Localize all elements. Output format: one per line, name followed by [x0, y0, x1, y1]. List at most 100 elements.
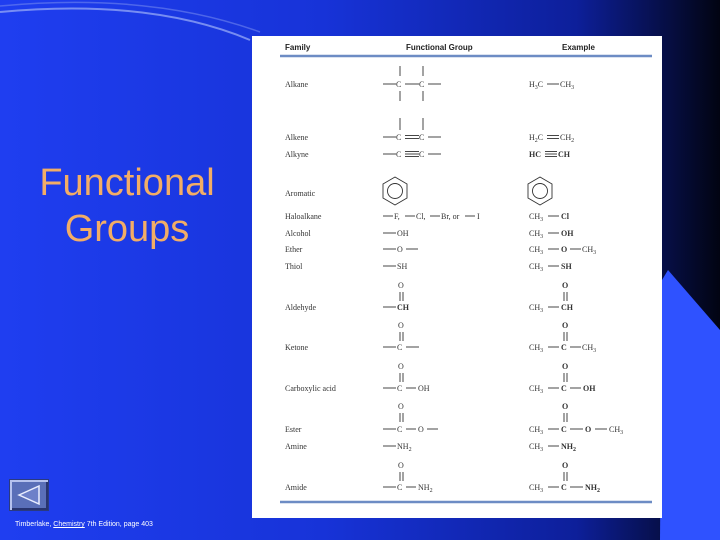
family-thiol: Thiol [285, 262, 303, 271]
svg-text:OH: OH [583, 384, 596, 393]
svg-text:CH3: CH3 [529, 384, 543, 395]
slide-title: Functional Groups [12, 160, 242, 252]
benzene-ring-icon [527, 176, 553, 206]
family-ether: Ether [285, 245, 303, 254]
svg-text:CH3: CH3 [529, 303, 543, 314]
svg-text:C: C [561, 425, 567, 434]
svg-text:C: C [396, 150, 401, 159]
family-haloalkane: Haloalkane [285, 212, 322, 221]
group-carboxylic-acid: O C OH [383, 362, 430, 393]
family-aldehyde: Aldehyde [285, 303, 317, 312]
group-alkene: C C [383, 118, 441, 142]
svg-text:OH: OH [561, 229, 574, 238]
example-alkane: H3C CH3 [529, 80, 574, 91]
family-amine: Amine [285, 442, 307, 451]
svg-text:CH3: CH3 [529, 343, 543, 354]
svg-text:O: O [585, 425, 591, 434]
family-ketone: Ketone [285, 343, 309, 352]
example-alcohol: CH3 OH [529, 229, 574, 240]
svg-text:O: O [562, 281, 568, 290]
group-alcohol: OH [383, 229, 409, 238]
svg-text:C: C [397, 425, 402, 434]
svg-text:I: I [477, 212, 480, 221]
svg-text:CH3: CH3 [529, 262, 543, 273]
citation-edition: 7th Edition, page 403 [84, 521, 153, 528]
family-carboxylic-acid: Carboxylic acid [285, 384, 336, 393]
svg-text:OH: OH [397, 229, 409, 238]
svg-text:CH3: CH3 [560, 80, 574, 91]
example-aldehyde: O CH3 CH [529, 281, 574, 314]
svg-text:O: O [418, 425, 424, 434]
svg-text:NH2: NH2 [397, 442, 412, 453]
family-alkyne: Alkyne [285, 150, 309, 159]
slide-title-line-2: Groups [64, 208, 190, 250]
svg-text:O: O [397, 245, 403, 254]
svg-text:O: O [562, 461, 568, 470]
svg-text:CH3: CH3 [582, 245, 596, 256]
svg-text:CH3: CH3 [529, 212, 543, 223]
svg-text:CH3: CH3 [529, 442, 543, 453]
group-amine: NH2 [383, 442, 412, 453]
family-alkane: Alkane [285, 80, 309, 89]
citation-book-link[interactable]: Chemistry [53, 521, 85, 528]
example-ester: O CH3 C O CH3 [529, 402, 623, 436]
svg-text:CH3: CH3 [529, 483, 543, 494]
svg-text:Cl,: Cl, [416, 212, 426, 221]
example-carboxylic-acid: O CH3 C OH [529, 362, 596, 395]
svg-text:NH2: NH2 [585, 483, 600, 494]
svg-text:O: O [398, 461, 404, 470]
svg-text:CH: CH [561, 303, 574, 312]
svg-text:C: C [397, 483, 402, 492]
svg-text:CH: CH [397, 303, 410, 312]
svg-text:CH3: CH3 [529, 425, 543, 436]
group-ketone: O C [383, 321, 419, 352]
group-haloalkane: F, Cl, Br, or I [383, 212, 480, 221]
header-functional-group: Functional Group [406, 43, 473, 52]
example-thiol: CH3 SH [529, 262, 572, 273]
svg-text:CH: CH [558, 150, 571, 159]
group-alkyne: C C [383, 150, 441, 159]
svg-text:NH2: NH2 [418, 483, 433, 494]
slide-title-line-1: Functional [39, 162, 215, 204]
group-amide: O C NH2 [383, 461, 433, 494]
header-example: Example [562, 43, 595, 52]
svg-text:CH3: CH3 [529, 245, 543, 256]
svg-text:O: O [561, 245, 567, 254]
family-alkene: Alkene [285, 133, 309, 142]
svg-text:O: O [398, 281, 404, 290]
group-thiol: SH [383, 262, 407, 271]
svg-text:CH2: CH2 [560, 133, 574, 144]
example-amine: CH3 NH2 [529, 442, 576, 453]
group-alkane: C C [383, 66, 441, 101]
example-amide: O CH3 C NH2 [529, 461, 600, 494]
svg-text:C: C [561, 483, 567, 492]
svg-text:SH: SH [561, 262, 572, 271]
svg-text:SH: SH [397, 262, 407, 271]
example-haloalkane: CH3 Cl [529, 212, 570, 223]
svg-text:Cl: Cl [561, 212, 570, 221]
header-family: Family [285, 43, 311, 52]
group-ether: O [383, 245, 418, 254]
svg-text:O: O [398, 321, 404, 330]
svg-text:C: C [419, 80, 424, 89]
svg-text:C: C [397, 384, 402, 393]
back-triangle-icon [17, 484, 40, 506]
group-aldehyde: O CH [383, 281, 410, 312]
svg-text:C: C [396, 133, 401, 142]
citation: Timberlake, Chemistry 7th Edition, page … [15, 521, 153, 528]
svg-text:H3C: H3C [529, 80, 543, 91]
svg-text:HC: HC [529, 150, 541, 159]
svg-text:CH3: CH3 [582, 343, 596, 354]
svg-text:Br, or: Br, or [441, 212, 460, 221]
svg-text:C: C [561, 343, 567, 352]
group-ester: O C O [383, 402, 438, 434]
svg-text:CH3: CH3 [609, 425, 623, 436]
svg-text:OH: OH [418, 384, 430, 393]
svg-text:CH3: CH3 [529, 229, 543, 240]
svg-text:C: C [419, 150, 424, 159]
svg-text:O: O [562, 362, 568, 371]
example-ketone: O CH3 C CH3 [529, 321, 596, 354]
back-button[interactable] [9, 479, 49, 511]
